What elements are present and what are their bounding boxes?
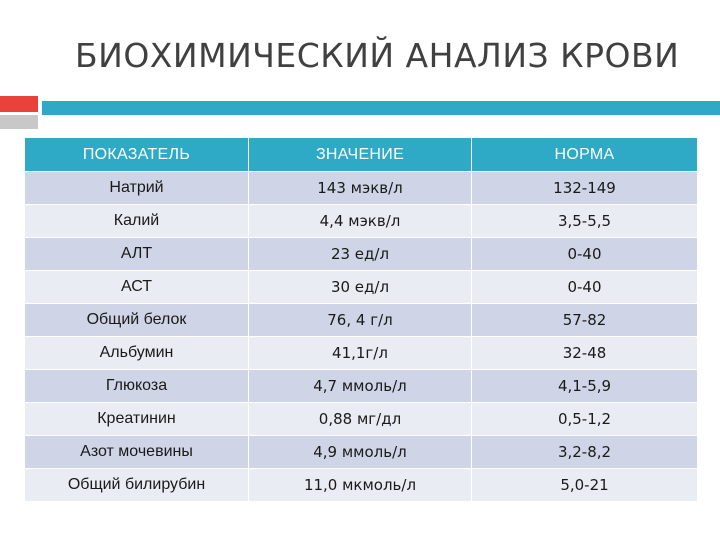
table-row: Общий белок 76, 4 г/л 57-82 [24, 303, 698, 337]
table-row: АЛТ 23 ед/л 0-40 [24, 237, 698, 271]
value-cell: 11,0 мкмоль/л [248, 468, 472, 502]
value-cell: 76, 4 г/л [248, 303, 472, 337]
page-title: БИОХИМИЧЕСКИЙ АНАЛИЗ КРОВИ [75, 36, 680, 75]
norm-cell: 5,0-21 [471, 468, 698, 502]
table-row: Общий билирубин 11,0 мкмоль/л 5,0-21 [24, 468, 698, 502]
value-cell: 41,1г/л [248, 336, 472, 370]
norm-cell: 0,5-1,2 [471, 402, 698, 436]
indicator-cell: Альбумин [24, 336, 249, 370]
indicator-cell: Глюкоза [24, 369, 249, 403]
table-row: Креатинин 0,88 мг/дл 0,5-1,2 [24, 402, 698, 436]
indicator-cell: Калий [24, 204, 249, 238]
header-value: ЗНАЧЕНИЕ [248, 137, 472, 172]
indicator-cell: АЛТ [24, 237, 249, 271]
norm-cell: 4,1-5,9 [471, 369, 698, 403]
indicator-cell: АСТ [24, 270, 249, 304]
header-norm: НОРМА [471, 137, 698, 172]
value-cell: 0,88 мг/дл [248, 402, 472, 436]
value-cell: 4,9 ммоль/л [248, 435, 472, 469]
value-cell: 143 мэкв/л [248, 171, 472, 205]
table-row: Альбумин 41,1г/л 32-48 [24, 336, 698, 370]
value-cell: 30 ед/л [248, 270, 472, 304]
indicator-cell: Азот мочевины [24, 435, 249, 469]
norm-cell: 3,5-5,5 [471, 204, 698, 238]
indicator-cell: Общий белок [24, 303, 249, 337]
blood-test-table: ПОКАЗАТЕЛЬ ЗНАЧЕНИЕ НОРМА Натрий 143 мэк… [24, 137, 698, 502]
title-underline-bar [42, 101, 720, 115]
norm-cell: 57-82 [471, 303, 698, 337]
table-row: Азот мочевины 4,9 ммоль/л 3,2-8,2 [24, 435, 698, 469]
table-row: Натрий 143 мэкв/л 132-149 [24, 171, 698, 205]
table-header-row: ПОКАЗАТЕЛЬ ЗНАЧЕНИЕ НОРМА [24, 137, 698, 172]
norm-cell: 3,2-8,2 [471, 435, 698, 469]
norm-cell: 32-48 [471, 336, 698, 370]
gray-accent-square [0, 115, 38, 129]
table-row: АСТ 30 ед/л 0-40 [24, 270, 698, 304]
value-cell: 23 ед/л [248, 237, 472, 271]
header-indicator: ПОКАЗАТЕЛЬ [24, 137, 249, 172]
value-cell: 4,7 ммоль/л [248, 369, 472, 403]
indicator-cell: Общий билирубин [24, 468, 249, 502]
indicator-cell: Натрий [24, 171, 249, 205]
table-row: Калий 4,4 мэкв/л 3,5-5,5 [24, 204, 698, 238]
red-accent-square [0, 96, 38, 112]
norm-cell: 0-40 [471, 237, 698, 271]
indicator-cell: Креатинин [24, 402, 249, 436]
table-row: Глюкоза 4,7 ммоль/л 4,1-5,9 [24, 369, 698, 403]
norm-cell: 0-40 [471, 270, 698, 304]
norm-cell: 132-149 [471, 171, 698, 205]
value-cell: 4,4 мэкв/л [248, 204, 472, 238]
